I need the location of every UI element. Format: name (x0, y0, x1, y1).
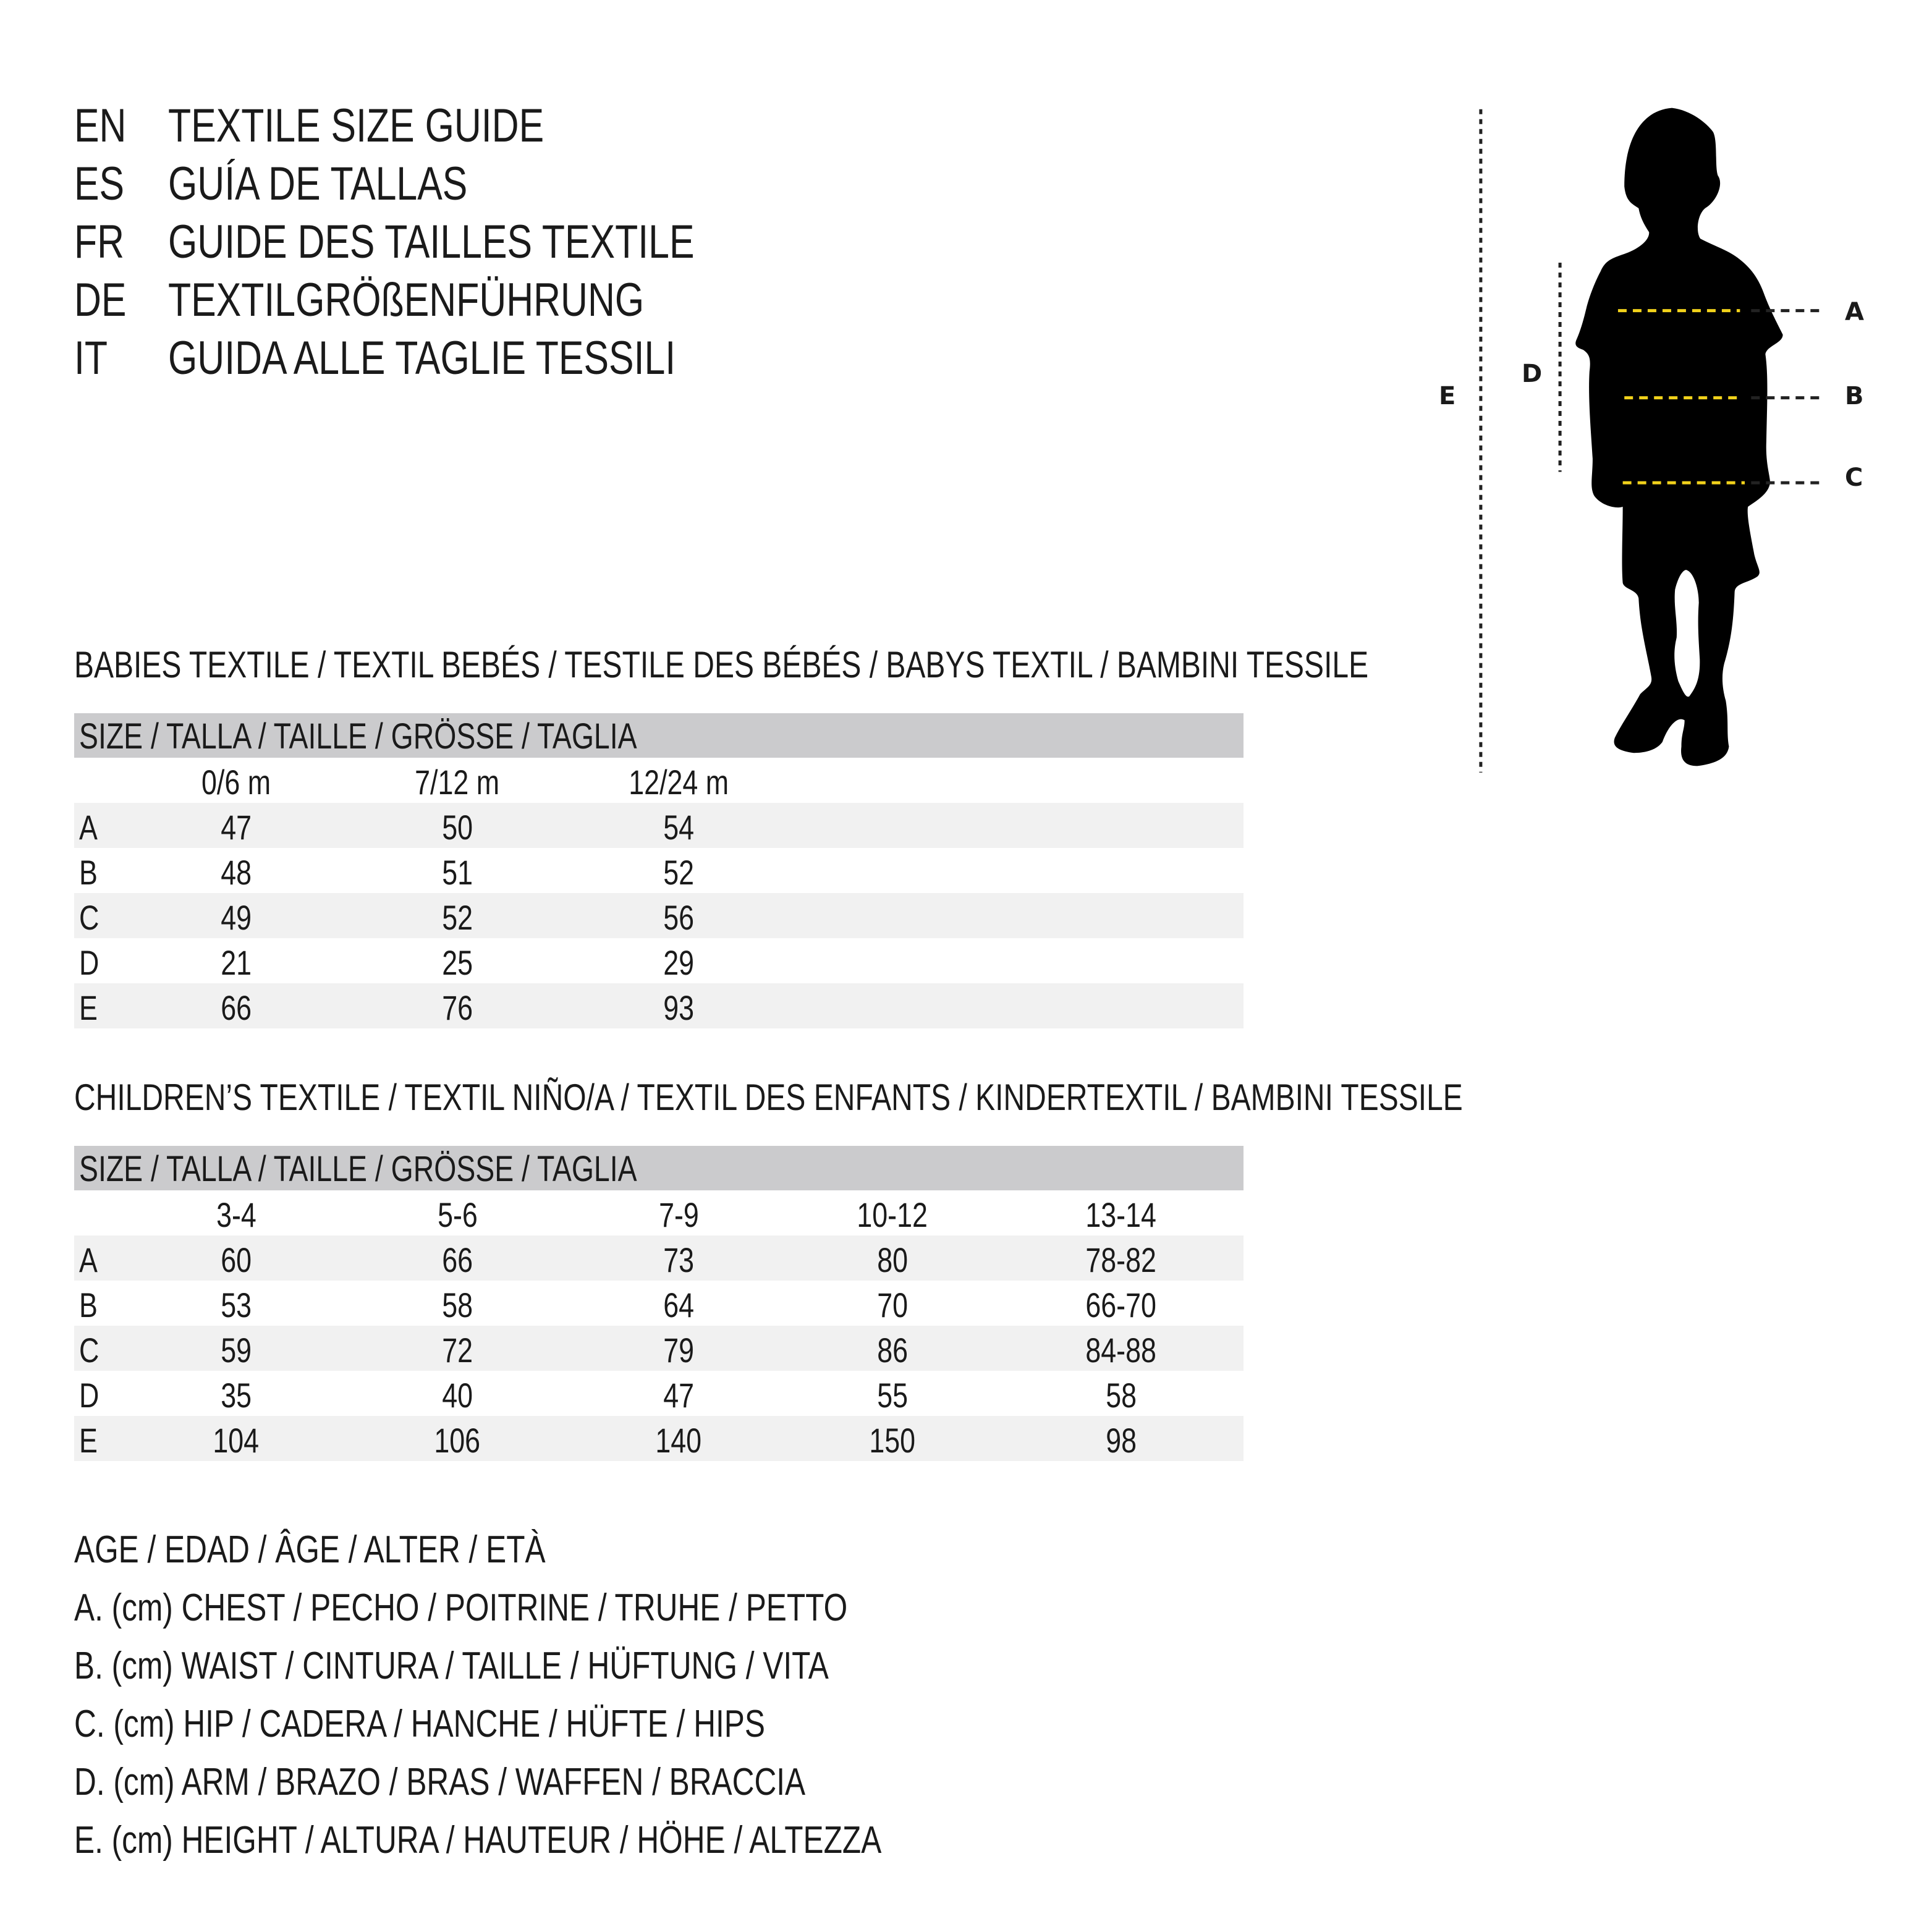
table-cell: 79 (663, 1331, 694, 1370)
table-cell: 51 (442, 853, 473, 892)
table-cell: 66 (221, 988, 252, 1027)
legend-line: AGE / EDAD / ÂGE / ALTER / ETÀ (74, 1528, 546, 1571)
table-row: A 47 50 54 (74, 803, 1244, 848)
table-cell: 66-70 (1085, 1286, 1157, 1324)
language-code: EN (74, 100, 127, 152)
table-cell: 98 (1106, 1421, 1137, 1460)
table-cell: 76 (442, 988, 473, 1027)
row-label: B (79, 1286, 98, 1324)
title-text: GUIDE DES TAILLES TEXTILE (168, 216, 695, 268)
label-c: C (1845, 464, 1863, 492)
size-header-bar: SIZE / TALLA / TAILLE / GRÖSSE / TAGLIA (74, 1146, 1244, 1190)
legend-line: C. (cm) HIP / CADERA / HANCHE / HÜFTE / … (74, 1703, 765, 1745)
table-cell: 53 (221, 1286, 252, 1324)
table-row: E 66 76 93 (74, 983, 1244, 1028)
table-cell: 104 (213, 1421, 260, 1460)
column-header: 5-6 (437, 1195, 478, 1234)
table-cell: 80 (877, 1240, 908, 1279)
silhouette (1575, 108, 1783, 766)
table-row: C 49 52 56 (74, 893, 1244, 938)
row-label: E (79, 988, 98, 1027)
table-row: B 48 51 52 (74, 848, 1244, 893)
table-cell: 150 (869, 1421, 916, 1460)
table-cell: 47 (221, 808, 252, 847)
children-heading: CHILDREN’S TEXTILE / TEXTIL NIÑO/A / TEX… (74, 1077, 1463, 1118)
legend-line: D. (cm) ARM / BRAZO / BRAS / WAFFEN / BR… (74, 1761, 806, 1803)
label-e: E (1439, 382, 1456, 410)
table-cell: 86 (877, 1331, 908, 1370)
legend-line: E. (cm) HEIGHT / ALTURA / HAUTEUR / HÖHE… (74, 1819, 882, 1862)
label-a: A (1845, 298, 1864, 326)
row-label: B (79, 853, 98, 892)
column-header: 7-9 (658, 1195, 699, 1234)
table-cell: 40 (442, 1376, 473, 1415)
table-cell: 52 (442, 898, 473, 937)
children-size-table: SIZE / TALLA / TAILLE / GRÖSSE / TAGLIA 3… (74, 1146, 1244, 1461)
table-cell: 25 (442, 943, 473, 982)
table-cell: 58 (442, 1286, 473, 1324)
column-header: 13-14 (1085, 1195, 1157, 1234)
table-cell: 72 (442, 1331, 473, 1370)
table-cell: 52 (663, 853, 694, 892)
label-d: D (1522, 360, 1543, 388)
table-cell: 49 (221, 898, 252, 937)
table-cell: 29 (663, 943, 694, 982)
language-code: DE (74, 274, 127, 326)
legend-line: B. (cm) WAIST / CINTURA / TAILLE / HÜFTU… (74, 1645, 829, 1687)
column-header: 12/24 m (629, 763, 729, 802)
language-code: IT (74, 332, 108, 384)
title-text: GUIDA ALLE TAGLIE TESSILI (168, 332, 676, 384)
table-cell: 70 (877, 1286, 908, 1324)
table-cell: 56 (663, 898, 694, 937)
row-label: D (79, 1376, 100, 1415)
column-header: 3-4 (216, 1195, 256, 1234)
row-label: A (79, 808, 98, 847)
title-text: TEXTILGRÖßENFÜHRUNG (168, 274, 645, 326)
column-header-row: 3-4 5-6 7-9 10-12 13-14 (74, 1190, 1244, 1235)
column-header: 10-12 (857, 1195, 928, 1234)
row-label: A (79, 1240, 98, 1279)
babies-heading: BABIES TEXTILE / TEXTIL BEBÉS / TESTILE … (74, 644, 1369, 685)
table-cell: 66 (442, 1240, 473, 1279)
table-cell: 59 (221, 1331, 252, 1370)
row-label: D (79, 943, 100, 982)
table-cell: 93 (663, 988, 694, 1027)
table-cell: 48 (221, 853, 252, 892)
table-cell: 73 (663, 1240, 694, 1279)
row-label: C (79, 898, 100, 937)
table-cell: 78-82 (1085, 1240, 1157, 1279)
table-cell: 140 (655, 1421, 702, 1460)
table-cell: 64 (663, 1286, 694, 1324)
column-header-row: 0/6 m 7/12 m 12/24 m (74, 758, 1244, 803)
table-cell: 58 (1106, 1376, 1137, 1415)
size-header-bar: SIZE / TALLA / TAILLE / GRÖSSE / TAGLIA (74, 713, 1244, 758)
table-cell: 47 (663, 1376, 694, 1415)
column-header: 7/12 m (415, 763, 500, 802)
table-cell: 50 (442, 808, 473, 847)
table-row: D 35 40 47 55 58 (74, 1371, 1244, 1416)
table-cell: 21 (221, 943, 252, 982)
row-label: E (79, 1421, 98, 1460)
table-cell: 84-88 (1085, 1331, 1157, 1370)
table-row: E 104 106 140 150 98 (74, 1416, 1244, 1461)
table-cell: 54 (663, 808, 694, 847)
title-text: GUÍA DE TALLAS (168, 158, 468, 210)
legend-line: A. (cm) CHEST / PECHO / POITRINE / TRUHE… (74, 1587, 848, 1629)
row-label: C (79, 1331, 100, 1370)
table-cell: 60 (221, 1240, 252, 1279)
table-row: A 60 66 73 80 78-82 (74, 1235, 1244, 1281)
table-cell: 106 (434, 1421, 481, 1460)
table-row: B 53 58 64 70 66-70 (74, 1281, 1244, 1326)
child-silhouette-figure (1421, 108, 1916, 773)
babies-size-table: SIZE / TALLA / TAILLE / GRÖSSE / TAGLIA 0… (74, 713, 1244, 1028)
column-header: 0/6 m (201, 763, 271, 802)
language-code: ES (74, 158, 125, 210)
label-b: B (1845, 382, 1864, 410)
title-text: TEXTILE SIZE GUIDE (168, 100, 544, 152)
table-cell: 35 (221, 1376, 252, 1415)
table-row: C 59 72 79 86 84-88 (74, 1326, 1244, 1371)
table-cell: 55 (877, 1376, 908, 1415)
table-row: D 21 25 29 (74, 938, 1244, 983)
language-code: FR (74, 216, 125, 268)
